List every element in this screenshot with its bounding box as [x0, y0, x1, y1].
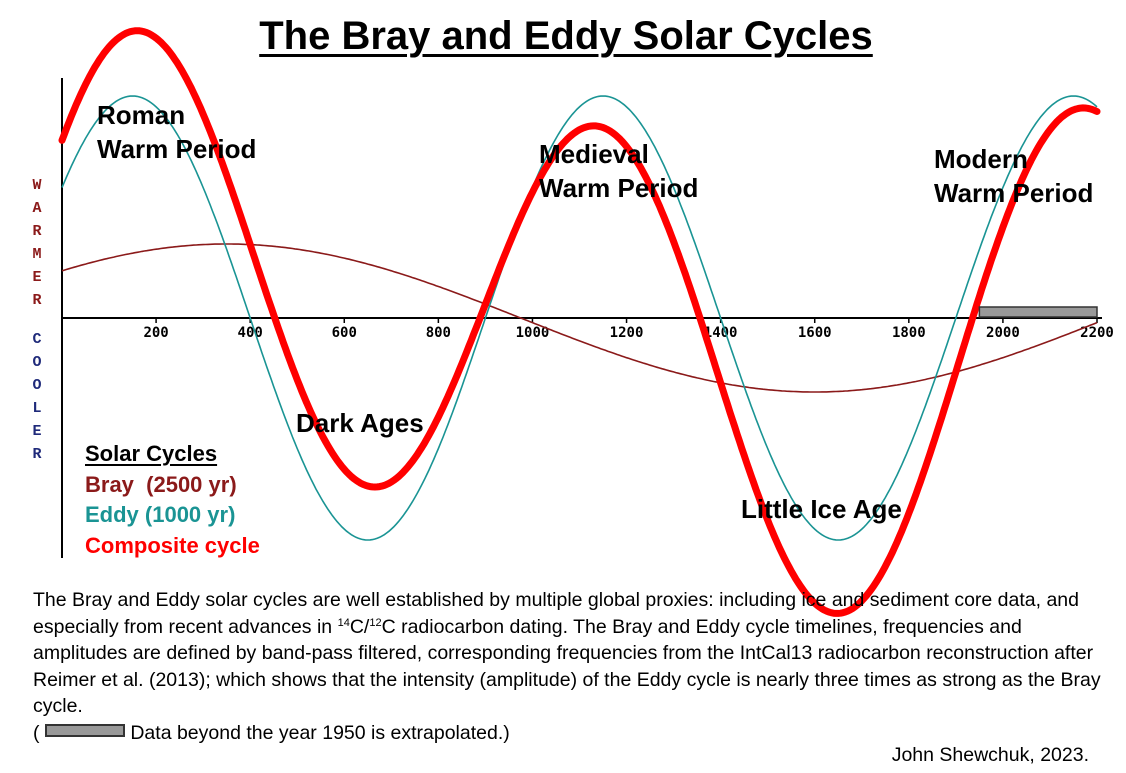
modern-warm-period-label: Modern Warm Period — [934, 142, 1093, 210]
x-tick-label-800: 800 — [426, 325, 451, 341]
author-credit: John Shewchuk, 2023. — [891, 744, 1089, 766]
x-tick-label-400: 400 — [238, 325, 263, 341]
chart-axes — [61, 78, 1102, 558]
caption-iso-12: 12 — [369, 616, 382, 629]
extrapolation-marker — [978, 306, 1098, 318]
caption-text-1: The Bray and Eddy solar cycles are well … — [33, 589, 1079, 638]
medieval-label-line1: Medieval — [539, 139, 649, 169]
modern-label-line2: Warm Period — [934, 178, 1094, 208]
caption-text-2: C/ — [349, 615, 370, 638]
series-bray-line — [61, 243, 1098, 393]
caption: The Bray and Eddy solar cycles are well … — [33, 587, 1108, 746]
medieval-warm-period-label: Medieval Warm Period — [539, 137, 698, 205]
warmer-label: WARMER — [32, 177, 42, 309]
roman-warm-period-label: Roman Warm Period — [97, 98, 256, 166]
legend: Solar Cycles Bray (2500 yr) Eddy (1000 y… — [85, 439, 260, 561]
modern-label-line1: Modern — [934, 144, 1028, 174]
roman-label-line1: Roman — [97, 100, 186, 130]
dark-ages-label: Dark Ages — [296, 408, 424, 438]
medieval-label-line2: Warm Period — [539, 173, 699, 203]
caption-text-3: C radiocarbon dating. The Bray and Eddy … — [33, 615, 1101, 718]
series-eddy-line — [61, 95, 1098, 541]
caption-iso-14: 14 — [337, 616, 350, 629]
x-tick-label-600: 600 — [332, 325, 357, 341]
legend-heading: Solar Cycles — [85, 441, 218, 466]
chart-series — [58, 27, 1101, 617]
legend-item-composite: Composite cycle — [85, 532, 260, 558]
legend-item-eddy: Eddy (1000 yr) — [85, 502, 236, 527]
x-tick-label-1600: 1600 — [798, 325, 832, 341]
roman-label-line2: Warm Period — [97, 134, 257, 164]
extrapolated-region-bar — [978, 306, 1098, 318]
x-tick-label-1200: 1200 — [610, 325, 644, 341]
extrapolation-bar-sample — [44, 723, 125, 737]
legend-item-bray: Bray (2500 yr) — [85, 471, 237, 497]
x-tick-label-1400: 1400 — [704, 325, 738, 341]
x-tick-label-1000: 1000 — [516, 325, 550, 341]
little-ice-age-label: Little Ice Age — [741, 494, 902, 524]
series-composite-line — [58, 27, 1101, 617]
x-tick-label-200: 200 — [143, 325, 168, 341]
caption-paren: ( — [33, 721, 40, 744]
caption-extrapolated-note: Data beyond the year 1950 is extrapolate… — [130, 721, 510, 744]
chart-title: The Bray and Eddy Solar Cycles — [259, 14, 873, 58]
cooler-label: COOLER — [32, 331, 42, 463]
x-tick-label-2000: 2000 — [986, 325, 1020, 341]
x-tick-label-1800: 1800 — [892, 325, 926, 341]
x-tick-label-2200: 2200 — [1080, 325, 1114, 341]
